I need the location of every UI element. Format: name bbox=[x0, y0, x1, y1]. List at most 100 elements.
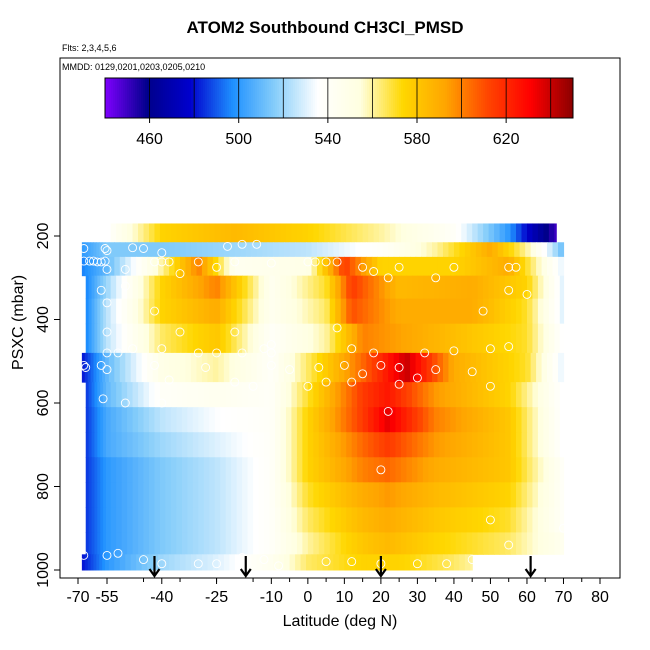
heatmap-cell bbox=[477, 298, 484, 325]
colorbar-segment bbox=[521, 78, 524, 118]
heatmap-cell bbox=[158, 256, 165, 277]
heatmap-cell bbox=[428, 275, 435, 300]
sample-point bbox=[358, 369, 368, 379]
heatmap-cell bbox=[505, 298, 512, 325]
heatmap-cell bbox=[488, 275, 495, 300]
heatmap-cell bbox=[362, 223, 369, 243]
heatmap-cell bbox=[231, 407, 238, 433]
heatmap-cell bbox=[450, 323, 457, 354]
heatmap-cell bbox=[130, 256, 137, 277]
heatmap-cell bbox=[340, 275, 347, 300]
colorbar-segment bbox=[279, 78, 282, 118]
heatmap-cell bbox=[121, 298, 128, 325]
heatmap-cell bbox=[295, 256, 302, 277]
colorbar-segment bbox=[499, 78, 502, 118]
heatmap-cell bbox=[437, 554, 444, 571]
heatmap-cell bbox=[338, 554, 345, 571]
heatmap-cell bbox=[483, 457, 490, 483]
heatmap-cell bbox=[541, 256, 548, 277]
heatmap-cell bbox=[203, 482, 210, 508]
heatmap-cell bbox=[461, 507, 468, 533]
heatmap-cell bbox=[439, 223, 446, 243]
heatmap-cell bbox=[143, 223, 150, 243]
heatmap-cell bbox=[395, 323, 402, 354]
heatmap-cell bbox=[373, 532, 380, 555]
sample-point bbox=[102, 264, 112, 274]
heatmap-cell bbox=[306, 242, 313, 258]
sample-point bbox=[431, 273, 441, 283]
heatmap-cell bbox=[415, 256, 422, 277]
sample-point bbox=[150, 257, 159, 267]
sample-point bbox=[157, 398, 167, 408]
heatmap-cell bbox=[130, 554, 137, 571]
heatmap-cell bbox=[285, 275, 293, 300]
heatmap-cell bbox=[269, 223, 276, 243]
heatmap-cell bbox=[143, 482, 150, 508]
heatmap-cell bbox=[291, 507, 298, 533]
heatmap-cell bbox=[422, 382, 429, 408]
heatmap-cell bbox=[231, 532, 238, 555]
heatmap-cell bbox=[225, 298, 232, 325]
heatmap-cell bbox=[461, 275, 468, 300]
heatmap-cell bbox=[373, 223, 380, 243]
colorbar-segment bbox=[287, 78, 290, 118]
heatmap-cell bbox=[242, 275, 249, 300]
heatmap-cell bbox=[464, 242, 471, 258]
heatmap-cell bbox=[280, 532, 287, 555]
heatmap-cell bbox=[97, 507, 101, 533]
heatmap-cell bbox=[488, 382, 495, 408]
heatmap-cell bbox=[296, 275, 303, 300]
heatmap-cell bbox=[483, 407, 490, 433]
heatmap-cell bbox=[159, 382, 167, 408]
x-tick-label: -10 bbox=[260, 589, 283, 606]
heatmap-cell bbox=[371, 554, 378, 571]
heatmap-cell bbox=[466, 532, 473, 555]
heatmap-cell bbox=[415, 554, 422, 571]
heatmap-cell bbox=[333, 242, 340, 258]
heatmap-cell bbox=[499, 275, 506, 300]
colorbar-segment bbox=[243, 78, 246, 118]
heatmap-cell bbox=[559, 507, 565, 533]
sample-point bbox=[79, 244, 89, 253]
colorbar-segment bbox=[467, 78, 470, 118]
heatmap-cell bbox=[439, 507, 446, 533]
colorbar-segment bbox=[179, 78, 182, 118]
heatmap-cell bbox=[368, 457, 375, 483]
sample-point bbox=[504, 540, 514, 550]
heatmap-cell bbox=[170, 532, 177, 555]
heatmap-cell bbox=[236, 407, 243, 433]
heatmap-cell bbox=[510, 457, 517, 483]
heatmap-cell bbox=[94, 275, 98, 300]
heatmap-cell bbox=[382, 242, 389, 258]
heatmap-cell bbox=[450, 532, 457, 555]
heatmap-cell bbox=[192, 457, 199, 483]
heatmap-cell bbox=[132, 407, 139, 433]
heatmap-cell bbox=[532, 298, 539, 325]
heatmap-cell bbox=[147, 554, 154, 571]
heatmap-cell bbox=[225, 275, 232, 300]
heatmap-cell bbox=[483, 275, 490, 300]
heatmap-cell bbox=[143, 275, 150, 300]
heatmap-cell bbox=[245, 352, 252, 383]
heatmap-cell bbox=[395, 457, 402, 483]
heatmap-cell bbox=[242, 382, 249, 408]
heatmap-cell bbox=[526, 482, 534, 508]
heatmap-cell bbox=[406, 223, 413, 243]
colorbar-tick-label: 580 bbox=[404, 131, 431, 148]
colorbar-segment bbox=[209, 78, 212, 118]
heatmap-cell bbox=[411, 323, 419, 354]
heatmap-cell bbox=[481, 242, 488, 258]
colorbar-frame bbox=[104, 77, 574, 119]
heatmap-cell bbox=[464, 352, 471, 383]
heatmap-cell bbox=[264, 407, 271, 433]
colorbar-segment bbox=[539, 78, 542, 118]
heatmap-cell bbox=[253, 382, 260, 408]
heatmap-cell bbox=[209, 507, 216, 533]
heatmap-cell bbox=[132, 382, 139, 408]
colorbar-segment bbox=[451, 78, 454, 118]
heatmap-cell bbox=[110, 223, 117, 243]
heatmap-cell bbox=[351, 323, 358, 354]
heatmap-cell bbox=[371, 256, 378, 277]
x-tick-label: -40 bbox=[150, 589, 173, 606]
heatmap-cell bbox=[106, 323, 112, 354]
